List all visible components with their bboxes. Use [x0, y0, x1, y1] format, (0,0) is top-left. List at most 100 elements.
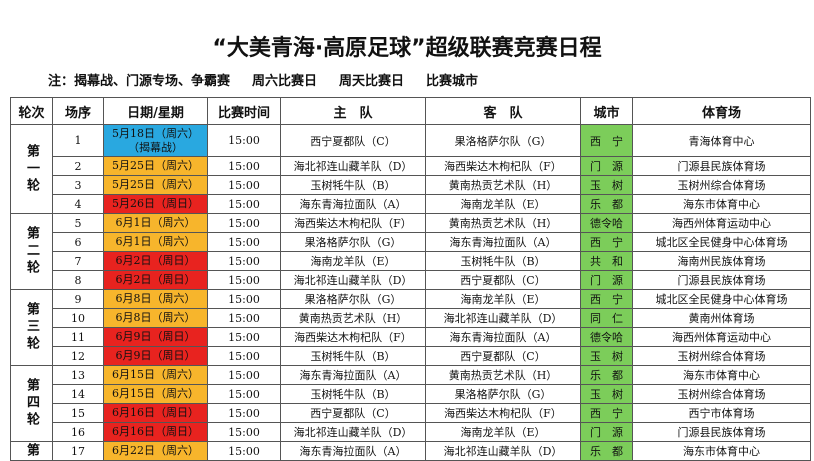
city: 玉 树 [580, 346, 633, 366]
date-text: 5月26日（周日） [112, 197, 199, 210]
match-number: 14 [52, 384, 104, 404]
away-team: 海东青海拉面队（A） [425, 327, 581, 347]
away-team: 海东青海拉面队（A） [425, 232, 581, 252]
kickoff-time: 15:00 [207, 232, 281, 252]
header-cell: 轮次 [10, 97, 53, 125]
header-row: 轮次 场序 日期/星期 比赛时间主 队客 队城市 体育场 [10, 97, 811, 125]
match-row: 11 6月9日（周日） 15:00 海西柴达木枸杞队（F） 海东青海拉面队（A） 德令哈海… [11, 327, 811, 347]
date-text: 6月2日（周日） [115, 273, 196, 286]
venue: 青海体育中心 [632, 124, 811, 157]
away-team: 海南龙羊队（E） [425, 194, 581, 214]
city: 玉 树 [580, 175, 633, 195]
header-cell: 场序 [52, 97, 104, 125]
home-team: 海西柴达木枸杞队（F） [280, 327, 426, 347]
header-cell: 比赛时间 [207, 97, 281, 125]
match-number: 17 [52, 441, 104, 461]
table-body: 第一轮 1 5月18日（周六） （揭幕战） 15:00 西宁夏都队（C） 果洛格萨尔队（G）… [10, 124, 811, 461]
kickoff-time: 15:00 [207, 346, 281, 366]
date-cell: 5月25日（周六） [103, 175, 208, 195]
kickoff-time: 15:00 [207, 124, 281, 157]
date-cell: 6月8日（周六） [103, 308, 208, 328]
away-team: 海南龙羊队（E） [425, 422, 581, 442]
date-text: 6月2日（周日） [115, 254, 196, 267]
venue: 玉树州综合体育场 [632, 346, 811, 366]
match-row: 7 6月2日（周日） 15:00 海南龙羊队（E） 玉树牦牛队（B）共 和海南州民族体育… [11, 251, 811, 271]
venue: 门源县民族体育场 [632, 156, 811, 176]
city: 德令哈 [580, 327, 633, 347]
city: 西 宁 [580, 403, 633, 423]
date-cell: 5月25日（周六） [103, 156, 208, 176]
venue: 西宁市体育场 [632, 403, 811, 423]
city: 门 源 [580, 422, 633, 442]
home-team: 玉树牦牛队（B） [280, 346, 426, 366]
kickoff-time: 15:00 [207, 441, 281, 461]
match-row: 16 6月16日（周日） 15:00 海北祁连山藏羊队（D） 海南龙羊队（E）门 源门源… [11, 422, 811, 442]
date-text: 6月16日（周日） [112, 425, 199, 438]
date-text: 6月9日（周日） [115, 349, 196, 362]
header-cell: 城市 [580, 97, 633, 125]
kickoff-time: 15:00 [207, 156, 281, 176]
match-row: 3 5月25日（周六） 15:00 玉树牦牛队（B） 黄南热贡艺术队（H）玉 树玉树州综… [11, 175, 811, 195]
date-text: 6月9日（周日） [115, 330, 196, 343]
away-team: 海北祁连山藏羊队（D） [425, 441, 581, 461]
match-number: 12 [52, 346, 104, 366]
date-cell: 5月18日（周六） （揭幕战） [103, 124, 208, 157]
away-team: 黄南热贡艺术队（H） [425, 365, 581, 385]
venue: 城北区全民健身中心体育场 [632, 232, 811, 252]
home-team: 玉树牦牛队（B） [280, 384, 426, 404]
kickoff-time: 15:00 [207, 289, 281, 309]
round-cell: 第四轮 [10, 365, 53, 442]
match-row: 6 6月1日（周六） 15:00 果洛格萨尔队（G） 海东青海拉面队（A）西 宁城北区全… [11, 232, 811, 252]
date-text: 6月22日（周六） [112, 444, 199, 457]
away-team: 西宁夏都队（C） [425, 270, 581, 290]
away-team: 海西柴达木枸杞队（F） [425, 403, 581, 423]
date-text: 5月25日（周六） [112, 178, 199, 191]
venue: 海西州体育运动中心 [632, 213, 811, 233]
away-team: 果洛格萨尔队（G） [425, 124, 581, 157]
venue: 黄南州体育场 [632, 308, 811, 328]
date-cell: 6月16日（周日） [103, 422, 208, 442]
kickoff-time: 15:00 [207, 251, 281, 271]
kickoff-time: 15:00 [207, 308, 281, 328]
venue: 海东市体育中心 [632, 365, 811, 385]
match-number: 9 [52, 289, 104, 309]
date-cell: 6月9日（周日） [103, 346, 208, 366]
city: 共 和 [580, 251, 633, 271]
home-team: 海北祁连山藏羊队（D） [280, 156, 426, 176]
city: 西 宁 [580, 289, 633, 309]
kickoff-time: 15:00 [207, 270, 281, 290]
match-row: 4 5月26日（周日） 15:00 海东青海拉面队（A） 海南龙羊队（E）乐 都海东市体… [11, 194, 811, 214]
date-cell: 6月2日（周日） [103, 251, 208, 271]
round-cell: 第三轮 [10, 289, 53, 366]
venue: 海东市体育中心 [632, 194, 811, 214]
match-number: 16 [52, 422, 104, 442]
kickoff-time: 15:00 [207, 384, 281, 404]
match-row: 第四轮 13 6月15日（周六） 15:00 海东青海拉面队（A） 黄南热贡艺术队（H）乐… [10, 365, 811, 442]
match-number: 4 [52, 194, 104, 214]
match-row: 12 6月9日（周日） 15:00 玉树牦牛队（B） 西宁夏都队（C）玉 树玉树州综合体… [11, 346, 811, 366]
match-number: 10 [52, 308, 104, 328]
venue: 海南州民族体育场 [632, 251, 811, 271]
date-cell: 5月26日（周日） [103, 194, 208, 214]
legend-item: 比赛城市 [426, 74, 479, 89]
date-cell: 6月22日（周六） [103, 441, 208, 461]
city: 西 宁 [580, 124, 633, 157]
kickoff-time: 15:00 [207, 327, 281, 347]
venue: 海西州体育运动中心 [632, 327, 811, 347]
date-text: 5月25日（周六） [112, 159, 199, 172]
date-text: 6月8日（周六） [115, 292, 196, 305]
kickoff-time: 15:00 [207, 213, 281, 233]
venue: 玉树州综合体育场 [632, 384, 811, 404]
round-cell: 第 [10, 441, 53, 461]
match-number: 1 [52, 124, 104, 157]
legend-item: 注：揭幕战、门源专场、争霸赛 [48, 74, 231, 89]
round-cell: 第二轮 [10, 213, 53, 290]
away-team: 黄南热贡艺术队（H） [425, 175, 581, 195]
date-text: 6月8日（周六） [115, 311, 196, 324]
away-team: 玉树牦牛队（B） [425, 251, 581, 271]
match-number: 5 [52, 213, 104, 233]
date-cell: 6月1日（周六） [103, 213, 208, 233]
home-team: 西宁夏都队（C） [280, 124, 426, 157]
match-number: 7 [52, 251, 104, 271]
